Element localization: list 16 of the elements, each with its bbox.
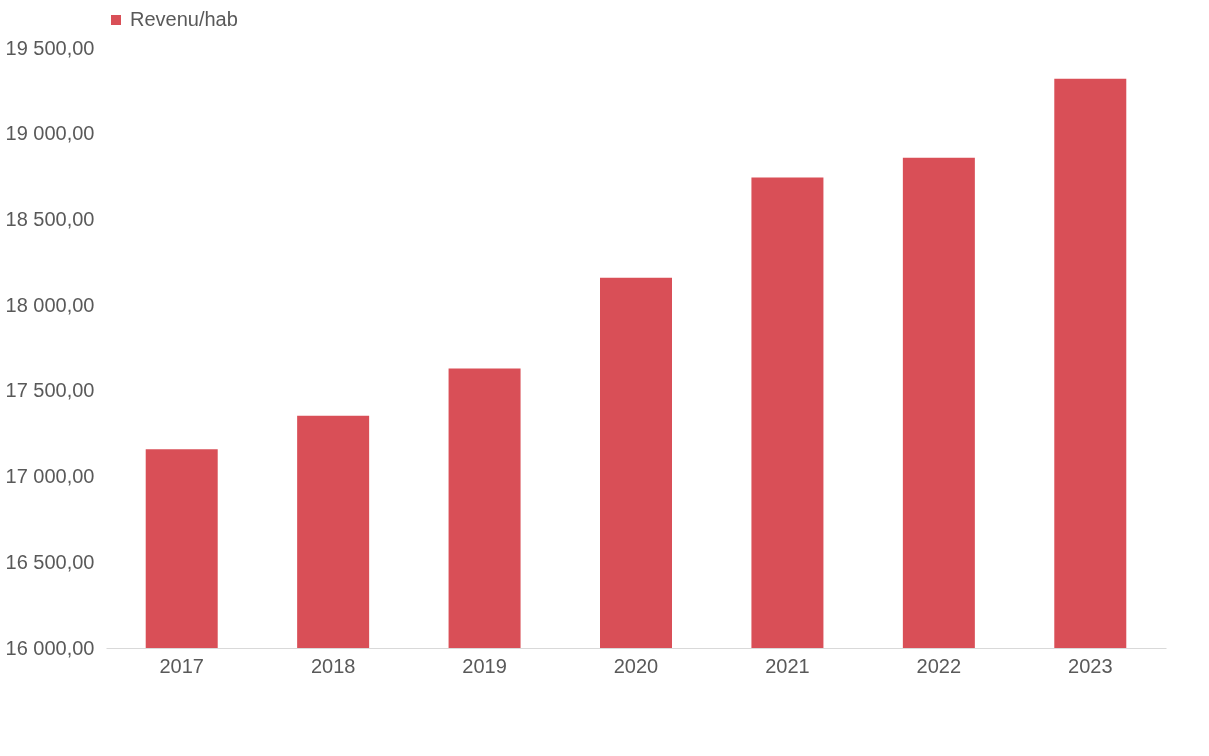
y-tick-label: 18 500,00 xyxy=(5,207,95,230)
y-tick-label: 19 500,00 xyxy=(5,36,95,59)
x-tick-label: 2021 xyxy=(765,654,810,677)
x-tick-label: 2023 xyxy=(1068,654,1113,677)
y-tick-label: 17 000,00 xyxy=(5,465,95,488)
x-tick-label: 2019 xyxy=(462,654,507,677)
y-tick-label: 16 000,00 xyxy=(5,636,95,659)
y-tick-label: 18 000,00 xyxy=(5,293,95,316)
y-tick-label: 19 000,00 xyxy=(5,122,95,145)
x-tick-label: 2017 xyxy=(159,654,204,677)
legend-label: Revenu/hab xyxy=(130,8,238,30)
y-tick-label: 16 500,00 xyxy=(5,550,95,573)
x-tick-label: 2018 xyxy=(310,654,356,677)
x-tick-label: 2020 xyxy=(613,654,659,677)
y-tick-label: 17 500,00 xyxy=(5,379,95,402)
x-tick-label: 2022 xyxy=(916,654,962,677)
